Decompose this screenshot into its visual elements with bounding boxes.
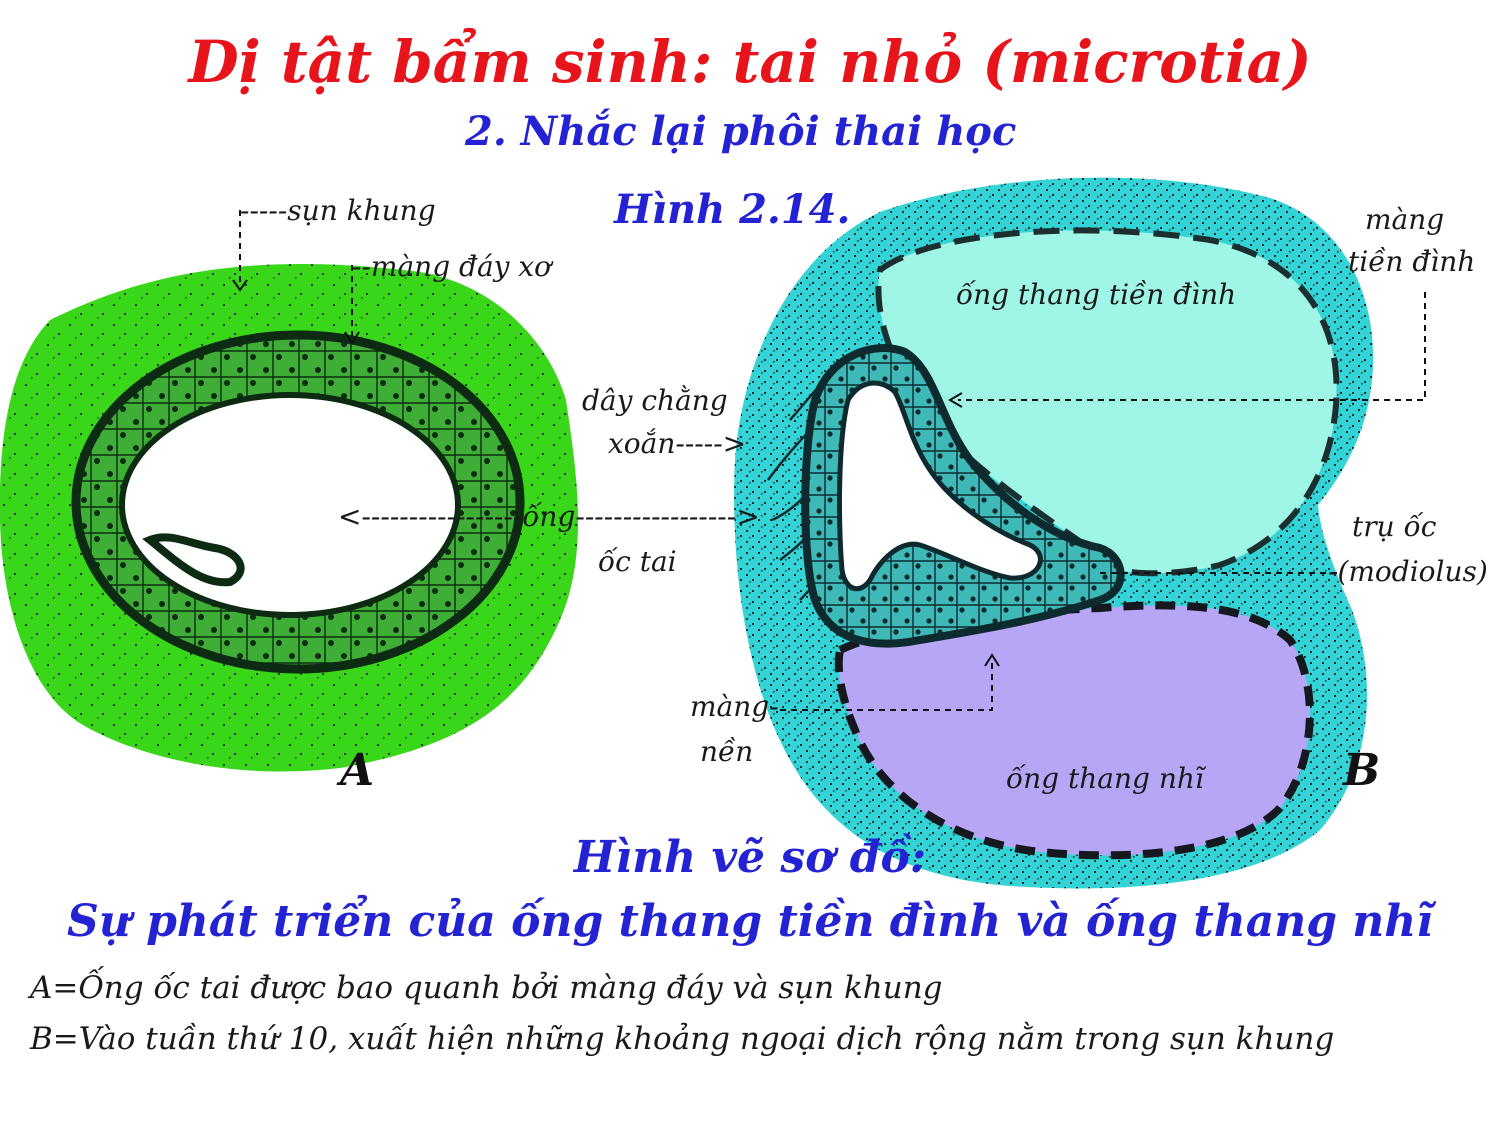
label-spiral-ligament-line2: xoắn-----> — [608, 427, 747, 460]
arrowhead-vestibular-membrane — [948, 392, 963, 408]
label-scala-vestibuli: ống thang tiền đình — [956, 278, 1237, 311]
leader-vestibular-membrane — [958, 292, 1426, 401]
label-vestibular-membrane-line2: tiền đình — [1348, 245, 1476, 278]
caption-subtitle: Sự phát triển của ống thang tiền đình và… — [67, 896, 1433, 947]
caption-title: Hình vẽ sơ đồ: — [573, 832, 927, 883]
arrowhead-basement-membrane — [344, 331, 360, 345]
page-subtitle: 2. Nhắc lại phôi thai học — [465, 108, 1017, 155]
label-cartilage: -----sụn khung — [240, 194, 436, 227]
label-basilar-membrane-line2: nền — [700, 735, 754, 768]
panel-label-a: A — [340, 745, 375, 796]
page-title: Dị tật bẩm sinh: tai nhỏ (microtia) — [188, 28, 1312, 96]
label-vestibular-membrane-line1: màng — [1365, 203, 1445, 236]
caption-line-b: B=Vào tuần thứ 10, xuất hiện những khoản… — [30, 1021, 1335, 1057]
label-basilar-membrane-line1: màng- — [690, 690, 779, 723]
leader-lines — [239, 210, 1426, 711]
panel-label-b: B — [1343, 745, 1381, 796]
label-spiral-ligament-line1: dây chằng — [582, 384, 728, 417]
figure-a-cross-section — [0, 264, 578, 772]
leader-basilar-membrane — [780, 660, 993, 711]
label-basement-membrane: --màng đáy xơ — [352, 250, 552, 283]
label-cochlear-duct-line1: <-----------------ống-----------------> — [338, 500, 760, 533]
arrowhead-basilar-membrane — [984, 653, 1000, 667]
label-cochlear-duct-line2: ốc tai — [598, 545, 677, 578]
label-modiolus-line1: trụ ốc — [1352, 510, 1437, 543]
figure-number: Hình 2.14. — [614, 186, 851, 233]
arrow-heads — [232, 279, 1000, 667]
label-scala-tympani: ống thang nhĩ — [1006, 762, 1204, 795]
label-modiolus-line2: -(modiolus) — [1328, 555, 1488, 588]
figure-b-cross-section — [734, 177, 1374, 889]
lumen-fold-a — [142, 533, 245, 587]
arrowhead-cartilage — [232, 279, 248, 292]
caption-line-a: A=Ống ốc tai được bao quanh bởi màng đáy… — [30, 970, 943, 1006]
cochlear-duct-lumen-b — [837, 380, 1043, 592]
scala-tympani — [834, 601, 1314, 860]
